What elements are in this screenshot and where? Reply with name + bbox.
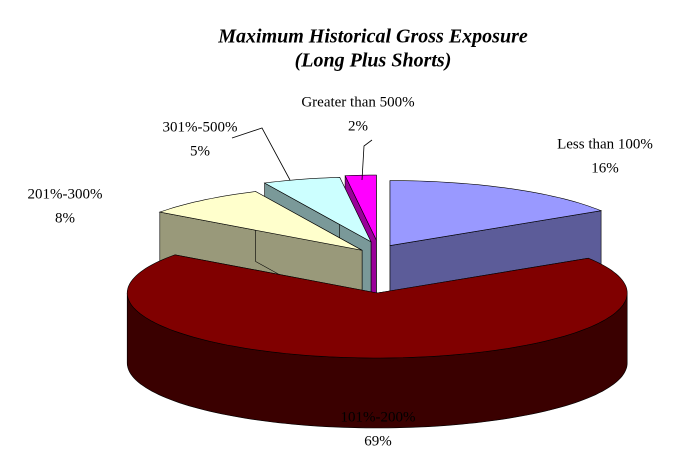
slice-top bbox=[126, 254, 628, 359]
slice-label: 301%-500% bbox=[163, 119, 238, 135]
slice-value-label: 69% bbox=[364, 433, 392, 449]
slice-label: Greater than 500% bbox=[301, 94, 414, 110]
chart-subtitle: (Long Plus Shorts) bbox=[295, 50, 452, 72]
slice-value-label: 16% bbox=[591, 160, 619, 176]
slice-top bbox=[158, 191, 363, 251]
slice-value-label: 2% bbox=[348, 118, 368, 134]
slice-top bbox=[344, 174, 377, 241]
chart-title: Maximum Historical Gross Exposure bbox=[217, 26, 528, 48]
slice-top bbox=[263, 176, 372, 243]
slice-label: 201%-300% bbox=[28, 186, 103, 202]
slice-value-label: 5% bbox=[190, 143, 210, 159]
leader-line bbox=[361, 139, 373, 181]
slice-label: Less than 100% bbox=[557, 136, 653, 152]
slice-label: 101%-200% bbox=[341, 409, 416, 425]
slice-top bbox=[389, 180, 603, 246]
leader-line bbox=[231, 127, 291, 181]
slice-value-label: 8% bbox=[55, 210, 75, 226]
slice bbox=[126, 254, 628, 429]
